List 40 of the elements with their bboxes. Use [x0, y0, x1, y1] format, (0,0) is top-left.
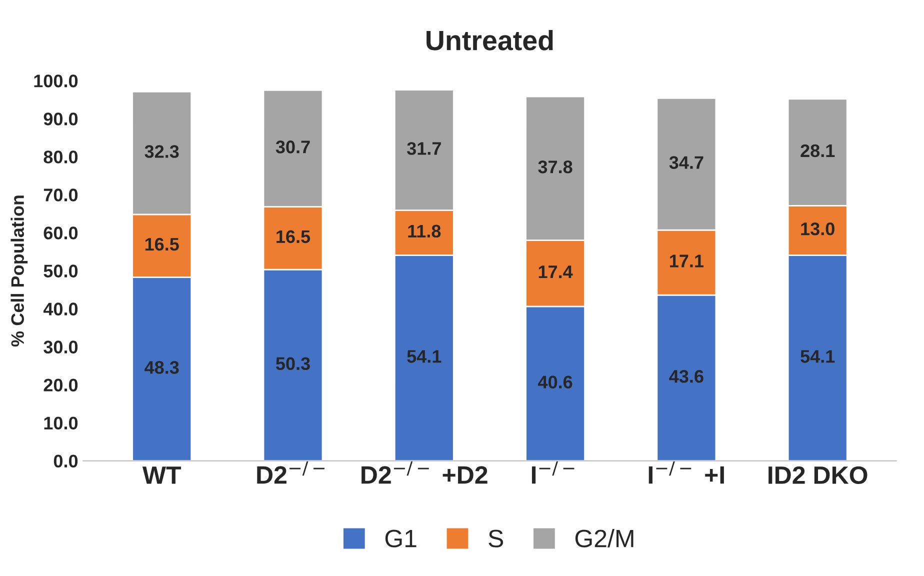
- legend-label: G2/M: [575, 529, 634, 548]
- data-label: 30.7: [276, 140, 310, 154]
- data-label: 34.7: [669, 156, 704, 169]
- x-tick-label: I$^{−/−}$ +I: [648, 461, 724, 484]
- data-label: 43.6: [669, 370, 704, 383]
- y-tick-label: 70.0: [44, 188, 78, 202]
- data-label: 54.1: [407, 350, 442, 363]
- data-label: 13.0: [801, 222, 834, 236]
- data-label: 17.4: [538, 266, 573, 278]
- data-label: 40.6: [538, 376, 572, 388]
- y-tick-label: 0.0: [54, 454, 78, 468]
- data-label: 16.5: [145, 238, 179, 251]
- y-tick-label: 50.0: [44, 264, 78, 278]
- data-label: 50.3: [276, 357, 310, 370]
- data-label: 31.7: [406, 142, 441, 155]
- data-label: 37.8: [538, 160, 572, 174]
- data-label: 54.1: [800, 350, 835, 363]
- x-tick-label: ID2 DKO: [768, 466, 868, 484]
- legend-label: S: [488, 530, 504, 548]
- y-tick-label: 90.0: [44, 112, 78, 126]
- x-tick-label: WT: [142, 466, 182, 484]
- chart-title: Untreated: [426, 30, 553, 50]
- data-label: 32.3: [144, 145, 179, 158]
- legend-label: G1: [385, 530, 416, 548]
- data-label: 28.1: [800, 144, 835, 158]
- x-tick-label: D2$^{−/−}$ +D2: [362, 461, 488, 484]
- data-label: 17.1: [670, 254, 704, 268]
- y-tick-label: 100.0: [34, 74, 78, 88]
- y-tick-label: 60.0: [44, 226, 78, 240]
- data-label: 11.8: [408, 224, 441, 238]
- y-tick-label: 10.0: [44, 416, 78, 430]
- data-label: 16.5: [276, 230, 310, 244]
- x-tick-label: I$^{−/−}$: [532, 461, 574, 484]
- y-tick-label: 80.0: [44, 150, 78, 164]
- y-tick-label: 30.0: [44, 340, 78, 354]
- y-axis-title: % Cell Population: [10, 196, 28, 347]
- data-label: 48.3: [144, 361, 179, 374]
- y-tick-label: 20.0: [44, 378, 78, 392]
- y-tick-label: 40.0: [43, 302, 78, 316]
- x-tick-label: D2$^{−/−}$: [257, 461, 324, 484]
